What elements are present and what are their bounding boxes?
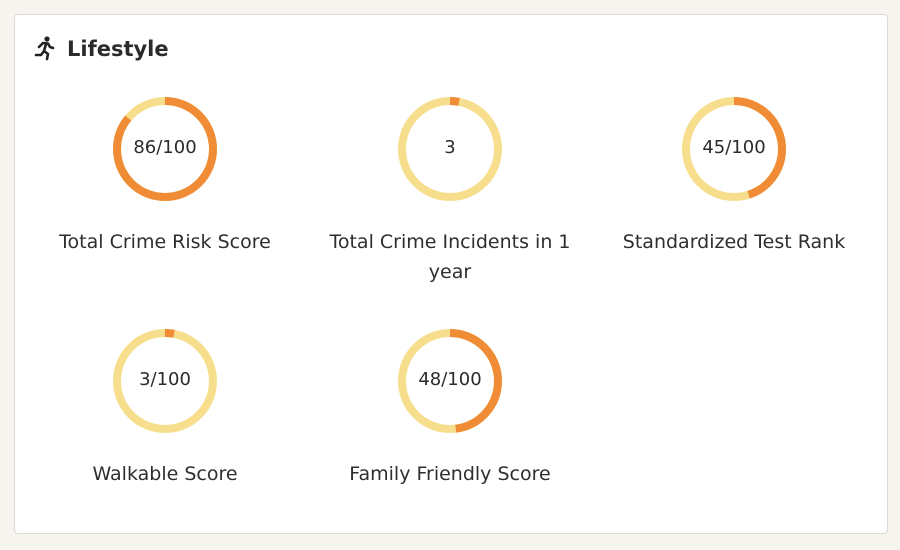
gauge [682,97,786,201]
gauge-arc [113,97,217,201]
metric-label: Standardized Test Rank [622,231,846,253]
gauge-value: 48/100 [418,369,482,390]
gauge [398,329,502,433]
metric-label: Total Crime Risk Score [59,231,271,253]
metric-label: Family Friendly Score [349,463,551,485]
running-icon [34,36,55,61]
gauge-value: 86/100 [133,137,197,158]
gauge-value: 45/100 [702,137,766,158]
metric-label: Walkable Score [92,463,238,485]
section-title: Lifestyle [67,37,169,61]
lifestyle-card: Lifestyle 86/100 Total Crime Risk Score 3 T… [14,14,888,534]
gauge-arc [682,97,786,201]
gauge [113,329,217,433]
gauge [113,97,217,201]
gauge [398,97,502,201]
metric-label: Total Crime Incidents in 1 year [329,231,571,283]
gauge-value: 3 [444,137,456,158]
gauge-arc [398,97,502,201]
gauge-arc [398,329,502,433]
gauge-arc [113,329,217,433]
gauge-value: 3/100 [139,369,191,390]
